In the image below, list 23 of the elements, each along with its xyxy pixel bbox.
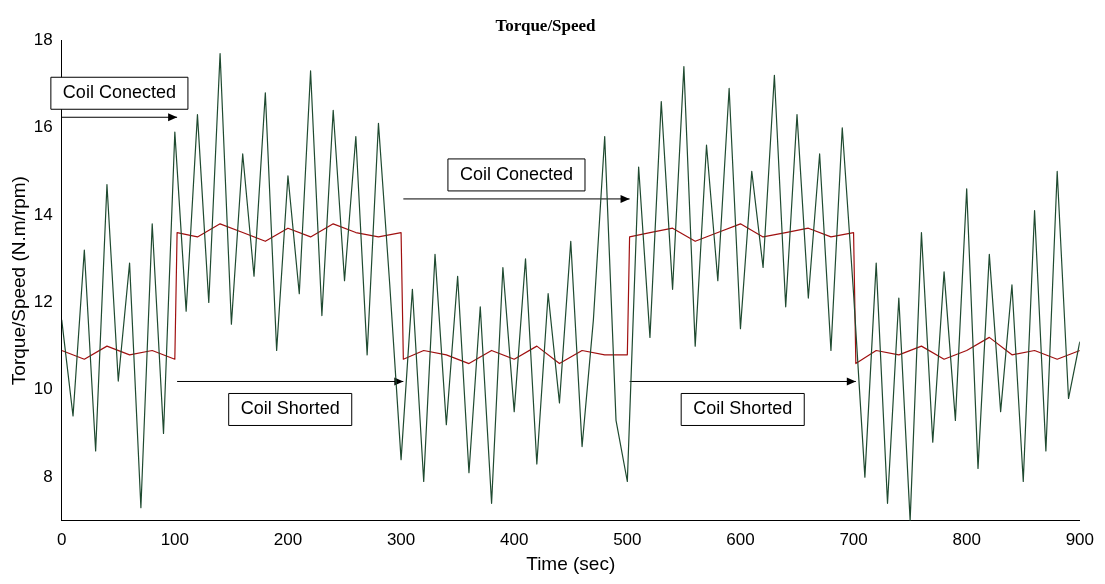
y-tick-label: 18 [33, 30, 53, 50]
y-tick-label: 8 [43, 466, 53, 486]
x-tick-label: 500 [613, 529, 642, 549]
x-tick-label: 600 [726, 529, 755, 549]
x-tick-label: 0 [56, 529, 67, 549]
x-tick-label: 700 [839, 529, 868, 549]
y-tick-label: 12 [33, 292, 53, 312]
annotation: Coil Shorted [240, 398, 340, 419]
annotation: Coil Conected [459, 163, 573, 184]
annotation: Coil Conected [62, 82, 176, 103]
x-tick-label: 100 [160, 529, 190, 549]
y-tick-label: 10 [33, 379, 53, 399]
x-tick-label: 800 [952, 529, 981, 549]
x-tick-label: 400 [500, 529, 529, 549]
x-tick-label: 900 [1065, 529, 1095, 549]
x-tick-label: 300 [386, 529, 416, 549]
y-tick-label: 16 [33, 117, 53, 137]
y-tick-label: 14 [33, 204, 53, 224]
annotation: Coil Shorted [693, 398, 793, 419]
y-axis-title: Torque/Speed (N.m/rpm) [7, 176, 29, 386]
x-axis-title: Time (sec) [526, 552, 616, 574]
x-tick-label: 200 [273, 529, 303, 549]
chart-title: Torque/Speed [495, 15, 597, 35]
